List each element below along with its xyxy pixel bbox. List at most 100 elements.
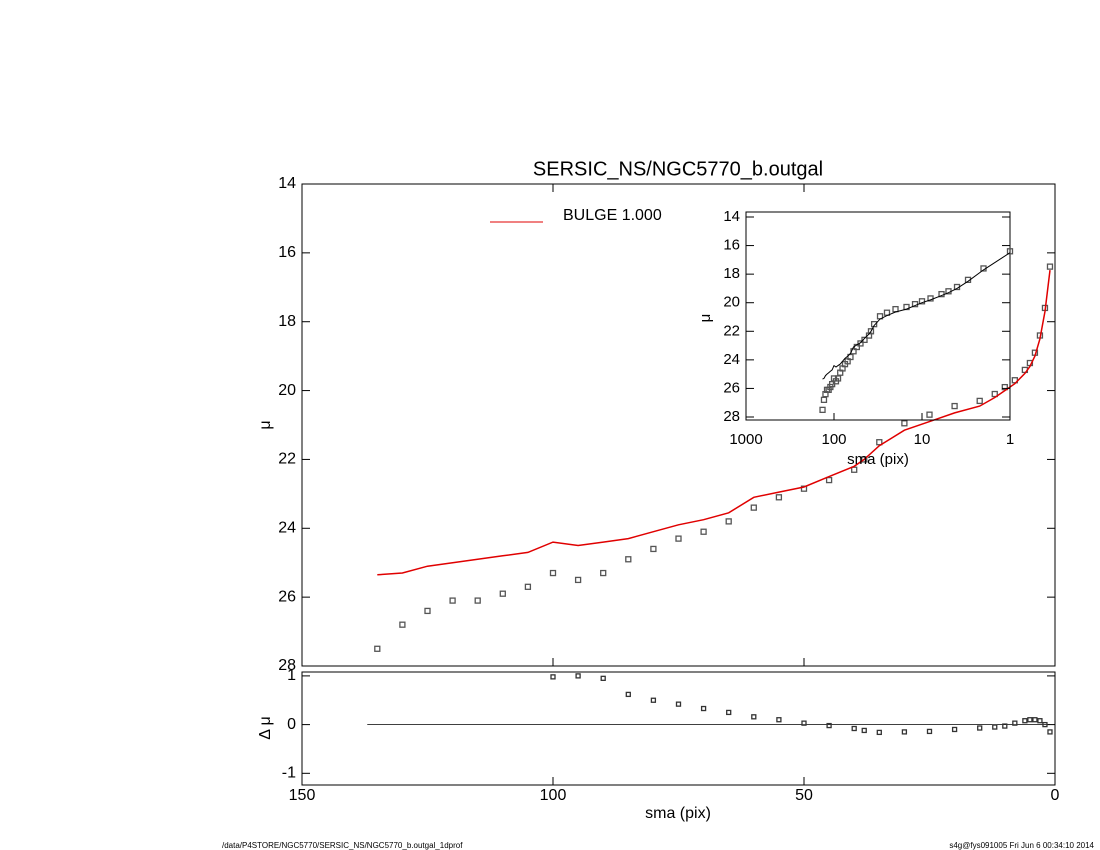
y-tick-label: -1 [282, 765, 296, 782]
data-point [1012, 720, 1018, 726]
data-point [575, 673, 581, 679]
data-point [700, 528, 707, 535]
data-point [876, 729, 882, 736]
data-point [675, 535, 682, 542]
data-point [926, 411, 933, 418]
data-point [700, 705, 707, 712]
data-point [474, 597, 481, 604]
data-point [650, 697, 657, 703]
data-point [600, 569, 607, 577]
data-point [726, 709, 732, 716]
data-point [650, 545, 657, 553]
y-tick-label: 1 [287, 667, 296, 684]
x-axis-label: sma (pix) [645, 805, 711, 822]
data-point [399, 621, 406, 628]
x-tick-label: 100 [821, 431, 846, 448]
y-tick-label: 24 [723, 351, 740, 368]
x-tick-label: 0 [1051, 787, 1060, 804]
plot-frame [301, 183, 1056, 667]
x-tick-label: 10 [914, 431, 931, 448]
x-tick-label: 150 [289, 787, 316, 804]
data-point [951, 726, 958, 733]
plot-frame [745, 211, 1011, 421]
data-point [1046, 263, 1054, 270]
y-tick-label: 14 [723, 208, 740, 225]
data-point [1027, 717, 1033, 723]
y-tick-label: 18 [278, 313, 296, 330]
x-axis-label: sma (pix) [847, 451, 909, 468]
y-axis-label: μ [257, 420, 274, 429]
data-point [837, 369, 844, 376]
data-point [424, 607, 431, 615]
data-point [1001, 383, 1008, 391]
data-point [861, 336, 868, 344]
data-point [819, 406, 826, 414]
data-point [1022, 718, 1028, 724]
data-point [549, 569, 557, 577]
y-axis-label: Δ μ [257, 716, 274, 739]
data-point [992, 724, 998, 730]
y-tick-label: 22 [723, 322, 740, 339]
data-point [901, 420, 908, 427]
data-point [725, 518, 732, 525]
footer-path: /data/P4STORE/NGC5770/SERSIC_NS/NGC5770_… [222, 841, 463, 850]
y-tick-label: 28 [278, 657, 296, 674]
data-point [820, 396, 828, 404]
y-axis-label: μ [697, 314, 714, 323]
data-point [1047, 729, 1053, 735]
data-point [826, 722, 832, 729]
data-point [822, 390, 829, 398]
data-point [550, 674, 556, 680]
data-point [851, 466, 858, 473]
data-point [374, 645, 381, 652]
data-point [1002, 723, 1008, 729]
data-point [892, 305, 899, 313]
x-tick-label: 100 [540, 787, 567, 804]
data-point [625, 556, 632, 563]
data-point [1042, 721, 1048, 728]
plot-frame [301, 671, 1056, 786]
data-point [861, 727, 867, 734]
data-point [823, 386, 831, 394]
x-tick-label: 50 [795, 787, 813, 804]
data-point [574, 576, 582, 584]
footer-stamp: s4g@fys091005 Fri Jun 6 00:34:10 2014 [949, 841, 1094, 850]
data-point [1006, 248, 1014, 255]
data-point [977, 725, 983, 731]
data-point [750, 504, 757, 511]
y-tick-label: 16 [278, 244, 296, 261]
y-tick-label: 26 [278, 588, 296, 605]
y-tick-label: 22 [278, 451, 296, 468]
data-point [870, 320, 878, 328]
data-point [901, 729, 908, 735]
data-point [499, 590, 506, 597]
data-point [857, 340, 864, 347]
y-tick-label: 28 [723, 408, 740, 425]
data-point [625, 691, 631, 698]
data-point [918, 298, 926, 305]
data-point [675, 701, 682, 707]
y-tick-label: 0 [287, 716, 296, 733]
data-point [976, 397, 983, 405]
model-line [377, 270, 1051, 576]
data-point [524, 583, 532, 590]
x-tick-label: 1000 [729, 431, 762, 448]
y-tick-label: 20 [278, 382, 296, 399]
y-tick-label: 16 [723, 237, 740, 254]
data-point [926, 728, 933, 735]
data-point [825, 476, 833, 484]
data-point [876, 439, 883, 446]
data-point [801, 720, 807, 726]
data-point [861, 456, 868, 463]
chart-title: SERSIC_NS/NGC5770_b.outgal [533, 158, 823, 180]
data-point [830, 375, 838, 382]
data-point [951, 402, 958, 410]
data-point [600, 675, 606, 681]
data-point [1032, 717, 1038, 723]
data-point [751, 714, 757, 720]
model-line [822, 252, 1011, 380]
data-point [776, 717, 782, 723]
y-tick-label: 20 [723, 294, 740, 311]
legend-label: BULGE 1.000 [563, 207, 662, 224]
